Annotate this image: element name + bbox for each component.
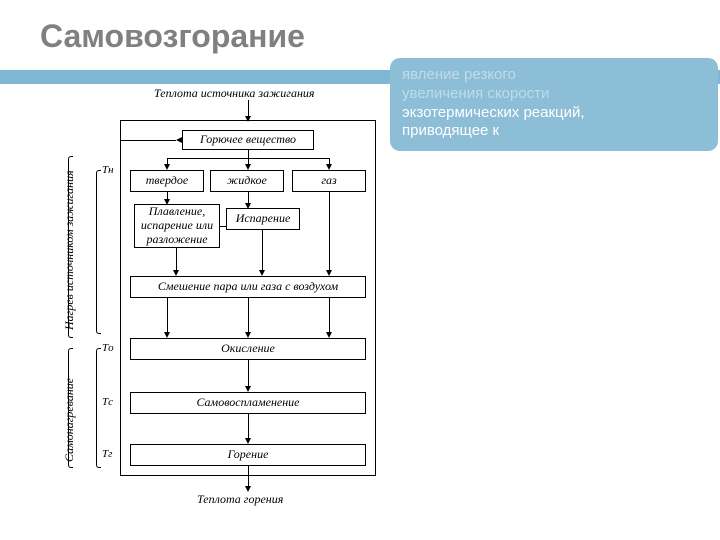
state-liquid-box: жидкое bbox=[210, 170, 284, 192]
side-line: экзотермических реакций, bbox=[402, 104, 706, 123]
vlabel-heating-by-source: Нагрев источником зажигания bbox=[62, 170, 77, 330]
arrow-segment bbox=[167, 298, 168, 334]
side-text-box: явление резкого увеличения скорости экзо… bbox=[390, 58, 718, 151]
tick-Tг: Tг bbox=[102, 448, 112, 460]
brace-left-icon bbox=[96, 348, 101, 468]
arrow-segment bbox=[220, 226, 226, 227]
arrow-segment bbox=[120, 140, 176, 141]
bottom-heat-label: Теплота горения bbox=[197, 492, 283, 507]
state-gas-box: газ bbox=[292, 170, 366, 192]
brace-left-icon bbox=[96, 170, 101, 334]
header-box: Горючее вещество bbox=[182, 130, 314, 150]
arrow-segment bbox=[248, 360, 249, 388]
vlabel-self-heating: Самонагревание bbox=[62, 378, 77, 462]
arrow-segment bbox=[329, 298, 330, 334]
arrow-segment bbox=[248, 414, 249, 440]
arrow-segment bbox=[176, 248, 177, 272]
arrow-segment bbox=[329, 192, 330, 272]
arrow-segment bbox=[248, 466, 249, 488]
process-evap-box: Испарение bbox=[226, 208, 300, 230]
arrow-left-icon bbox=[176, 137, 182, 143]
tick-Tс: Tс bbox=[102, 396, 113, 408]
side-line: увеличения скорости bbox=[402, 85, 706, 104]
tick-Tн: Tн bbox=[102, 164, 114, 176]
combustion-box: Горение bbox=[130, 444, 366, 466]
mixing-box: Смешение пара или газа с воздухом bbox=[130, 276, 366, 298]
page-title: Самовозгорание bbox=[40, 18, 305, 55]
side-line: явление резкого bbox=[402, 66, 706, 85]
oxidation-box: Окисление bbox=[130, 338, 366, 360]
top-heat-source-label: Теплота источника зажигания bbox=[154, 86, 315, 101]
state-solid-box: твердое bbox=[130, 170, 204, 192]
tick-Tо: Tо bbox=[102, 342, 114, 354]
process-melting-box: Плавление, испарение или разложение bbox=[134, 204, 220, 248]
flow-diagram: Теплота источника зажигания Горючее веще… bbox=[34, 86, 384, 526]
arrow-segment bbox=[262, 230, 263, 272]
side-line: приводящее к bbox=[402, 122, 706, 141]
autoignition-box: Самовоспламенение bbox=[130, 392, 366, 414]
arrow-segment bbox=[248, 298, 249, 334]
arrow-segment bbox=[248, 150, 249, 158]
